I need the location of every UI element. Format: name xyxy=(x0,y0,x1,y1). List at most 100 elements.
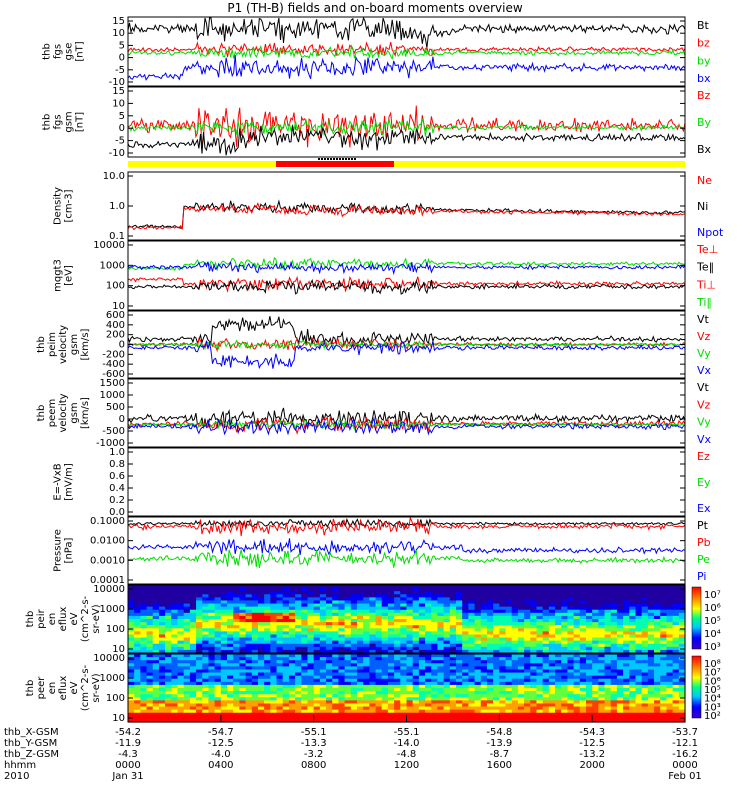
spectrogram-cell xyxy=(641,657,649,661)
spectrogram-cell xyxy=(616,703,624,708)
y-axis-label: Pressure xyxy=(53,529,64,572)
spectrogram-cell xyxy=(158,597,166,602)
spectrogram-cell xyxy=(338,643,346,648)
y-tick-label: -5 xyxy=(115,136,125,147)
spectrogram-cell xyxy=(356,631,364,636)
legend-label: bx xyxy=(697,72,711,85)
spectrogram-cell xyxy=(313,622,321,626)
spectrogram-cell xyxy=(406,703,414,708)
spectrogram-cell xyxy=(245,654,253,658)
spectrogram-cell xyxy=(189,688,197,692)
spectrogram-cell xyxy=(412,591,420,595)
spectrogram-cell xyxy=(542,657,550,661)
spectrogram-cell xyxy=(257,600,265,605)
spectrogram-cell xyxy=(381,688,389,692)
spectrogram-cell xyxy=(220,609,228,614)
spectrogram-cell xyxy=(647,603,655,608)
spectrogram-cell xyxy=(616,594,624,598)
spectrogram-cell xyxy=(542,594,550,598)
spectrogram-cell xyxy=(381,594,389,598)
spectrogram-cell xyxy=(307,669,315,674)
spectrogram-cell xyxy=(183,631,191,636)
spectrogram-cell xyxy=(264,678,271,683)
spectrogram-cell xyxy=(375,591,383,595)
spectrogram-cell xyxy=(480,681,488,686)
spectrogram-cell xyxy=(474,712,482,717)
spectrogram-cell xyxy=(245,606,253,611)
spectrogram-cell xyxy=(431,718,439,723)
spectrogram-cell xyxy=(641,706,649,711)
spectrogram-cell xyxy=(134,694,141,698)
y-tick-label: -5 xyxy=(115,65,125,76)
spectrogram-cell xyxy=(598,646,606,651)
spectrogram-cell xyxy=(610,646,618,651)
spectrogram-cell xyxy=(140,669,148,674)
spectrogram-cell xyxy=(425,600,432,605)
spectrogram-cell xyxy=(128,684,135,689)
spectrogram-cell xyxy=(214,669,222,674)
spectrogram-cell xyxy=(146,634,154,639)
spectrogram-cell xyxy=(220,643,228,648)
y-axis-label: thb xyxy=(25,611,36,628)
spectrogram-cell xyxy=(443,675,451,680)
spectrogram-cell xyxy=(505,675,513,680)
spectrogram-cell xyxy=(468,643,476,648)
spectrogram-cell xyxy=(239,712,247,717)
y-tick-label: 0.0 xyxy=(109,507,125,518)
spectrogram-cell xyxy=(616,619,624,623)
spectrogram-cell xyxy=(158,712,166,717)
spectrogram-cell xyxy=(635,709,643,714)
spectrogram-cell xyxy=(585,688,593,692)
spectrogram-cell xyxy=(307,609,315,614)
spectrogram-cell xyxy=(183,703,191,708)
spectrogram-cell xyxy=(134,619,141,623)
x-tick-label: -55.1 xyxy=(394,727,420,738)
spectrogram-cell xyxy=(660,631,668,636)
bt-line xyxy=(127,16,686,48)
spectrogram-cell xyxy=(536,619,544,623)
spectrogram-cell xyxy=(338,603,346,608)
spectrogram-cell xyxy=(344,709,352,714)
spectrogram-cell xyxy=(443,691,451,695)
spectrogram-cell xyxy=(629,643,637,648)
spectrogram-cell xyxy=(245,688,253,692)
spectrogram-cell xyxy=(666,703,674,708)
spectrogram-cell xyxy=(493,715,500,720)
spectrogram-cell xyxy=(313,666,321,671)
spectrogram-cell xyxy=(233,622,240,626)
spectrogram-cell xyxy=(610,718,618,723)
spectrogram-cell xyxy=(332,600,340,605)
spectrogram-cell xyxy=(183,588,191,592)
spectrogram-cell xyxy=(474,591,482,595)
spectrogram-cell xyxy=(381,706,389,711)
spectrogram-cell xyxy=(134,700,141,705)
spectrogram-cell xyxy=(635,712,643,717)
spectrogram-cell xyxy=(480,660,488,664)
spectrogram-cell xyxy=(579,603,587,608)
spectrogram-cell xyxy=(431,625,439,629)
spectrogram-cell xyxy=(313,715,321,720)
spectrogram-cell xyxy=(462,643,469,648)
spectrogram-cell xyxy=(196,718,203,723)
by-line xyxy=(127,44,686,61)
spectrogram-cell xyxy=(282,669,290,674)
spectrogram-cell xyxy=(394,697,401,701)
spectrogram-cell xyxy=(251,663,259,667)
spectrogram-cell xyxy=(598,700,606,705)
spectrogram-cell xyxy=(338,706,346,711)
spectrogram-cell xyxy=(295,622,302,626)
spectrogram-cell xyxy=(270,681,278,686)
spectrogram-cell xyxy=(251,588,259,592)
spectrogram-cell xyxy=(189,649,197,654)
spectrogram-cell xyxy=(505,591,513,595)
spectrogram-cell xyxy=(672,640,680,645)
spectrogram-cell xyxy=(542,660,550,664)
spectrogram-cell xyxy=(616,603,624,608)
spectrogram-cell xyxy=(227,609,234,614)
spectrogram-cell xyxy=(548,634,556,639)
spectrogram-cell xyxy=(548,660,556,664)
spectrogram-cell xyxy=(319,718,327,723)
spectrogram-cell xyxy=(561,597,569,602)
spectrogram-cell xyxy=(660,619,668,623)
y-axis-label: [nT] xyxy=(75,112,86,132)
